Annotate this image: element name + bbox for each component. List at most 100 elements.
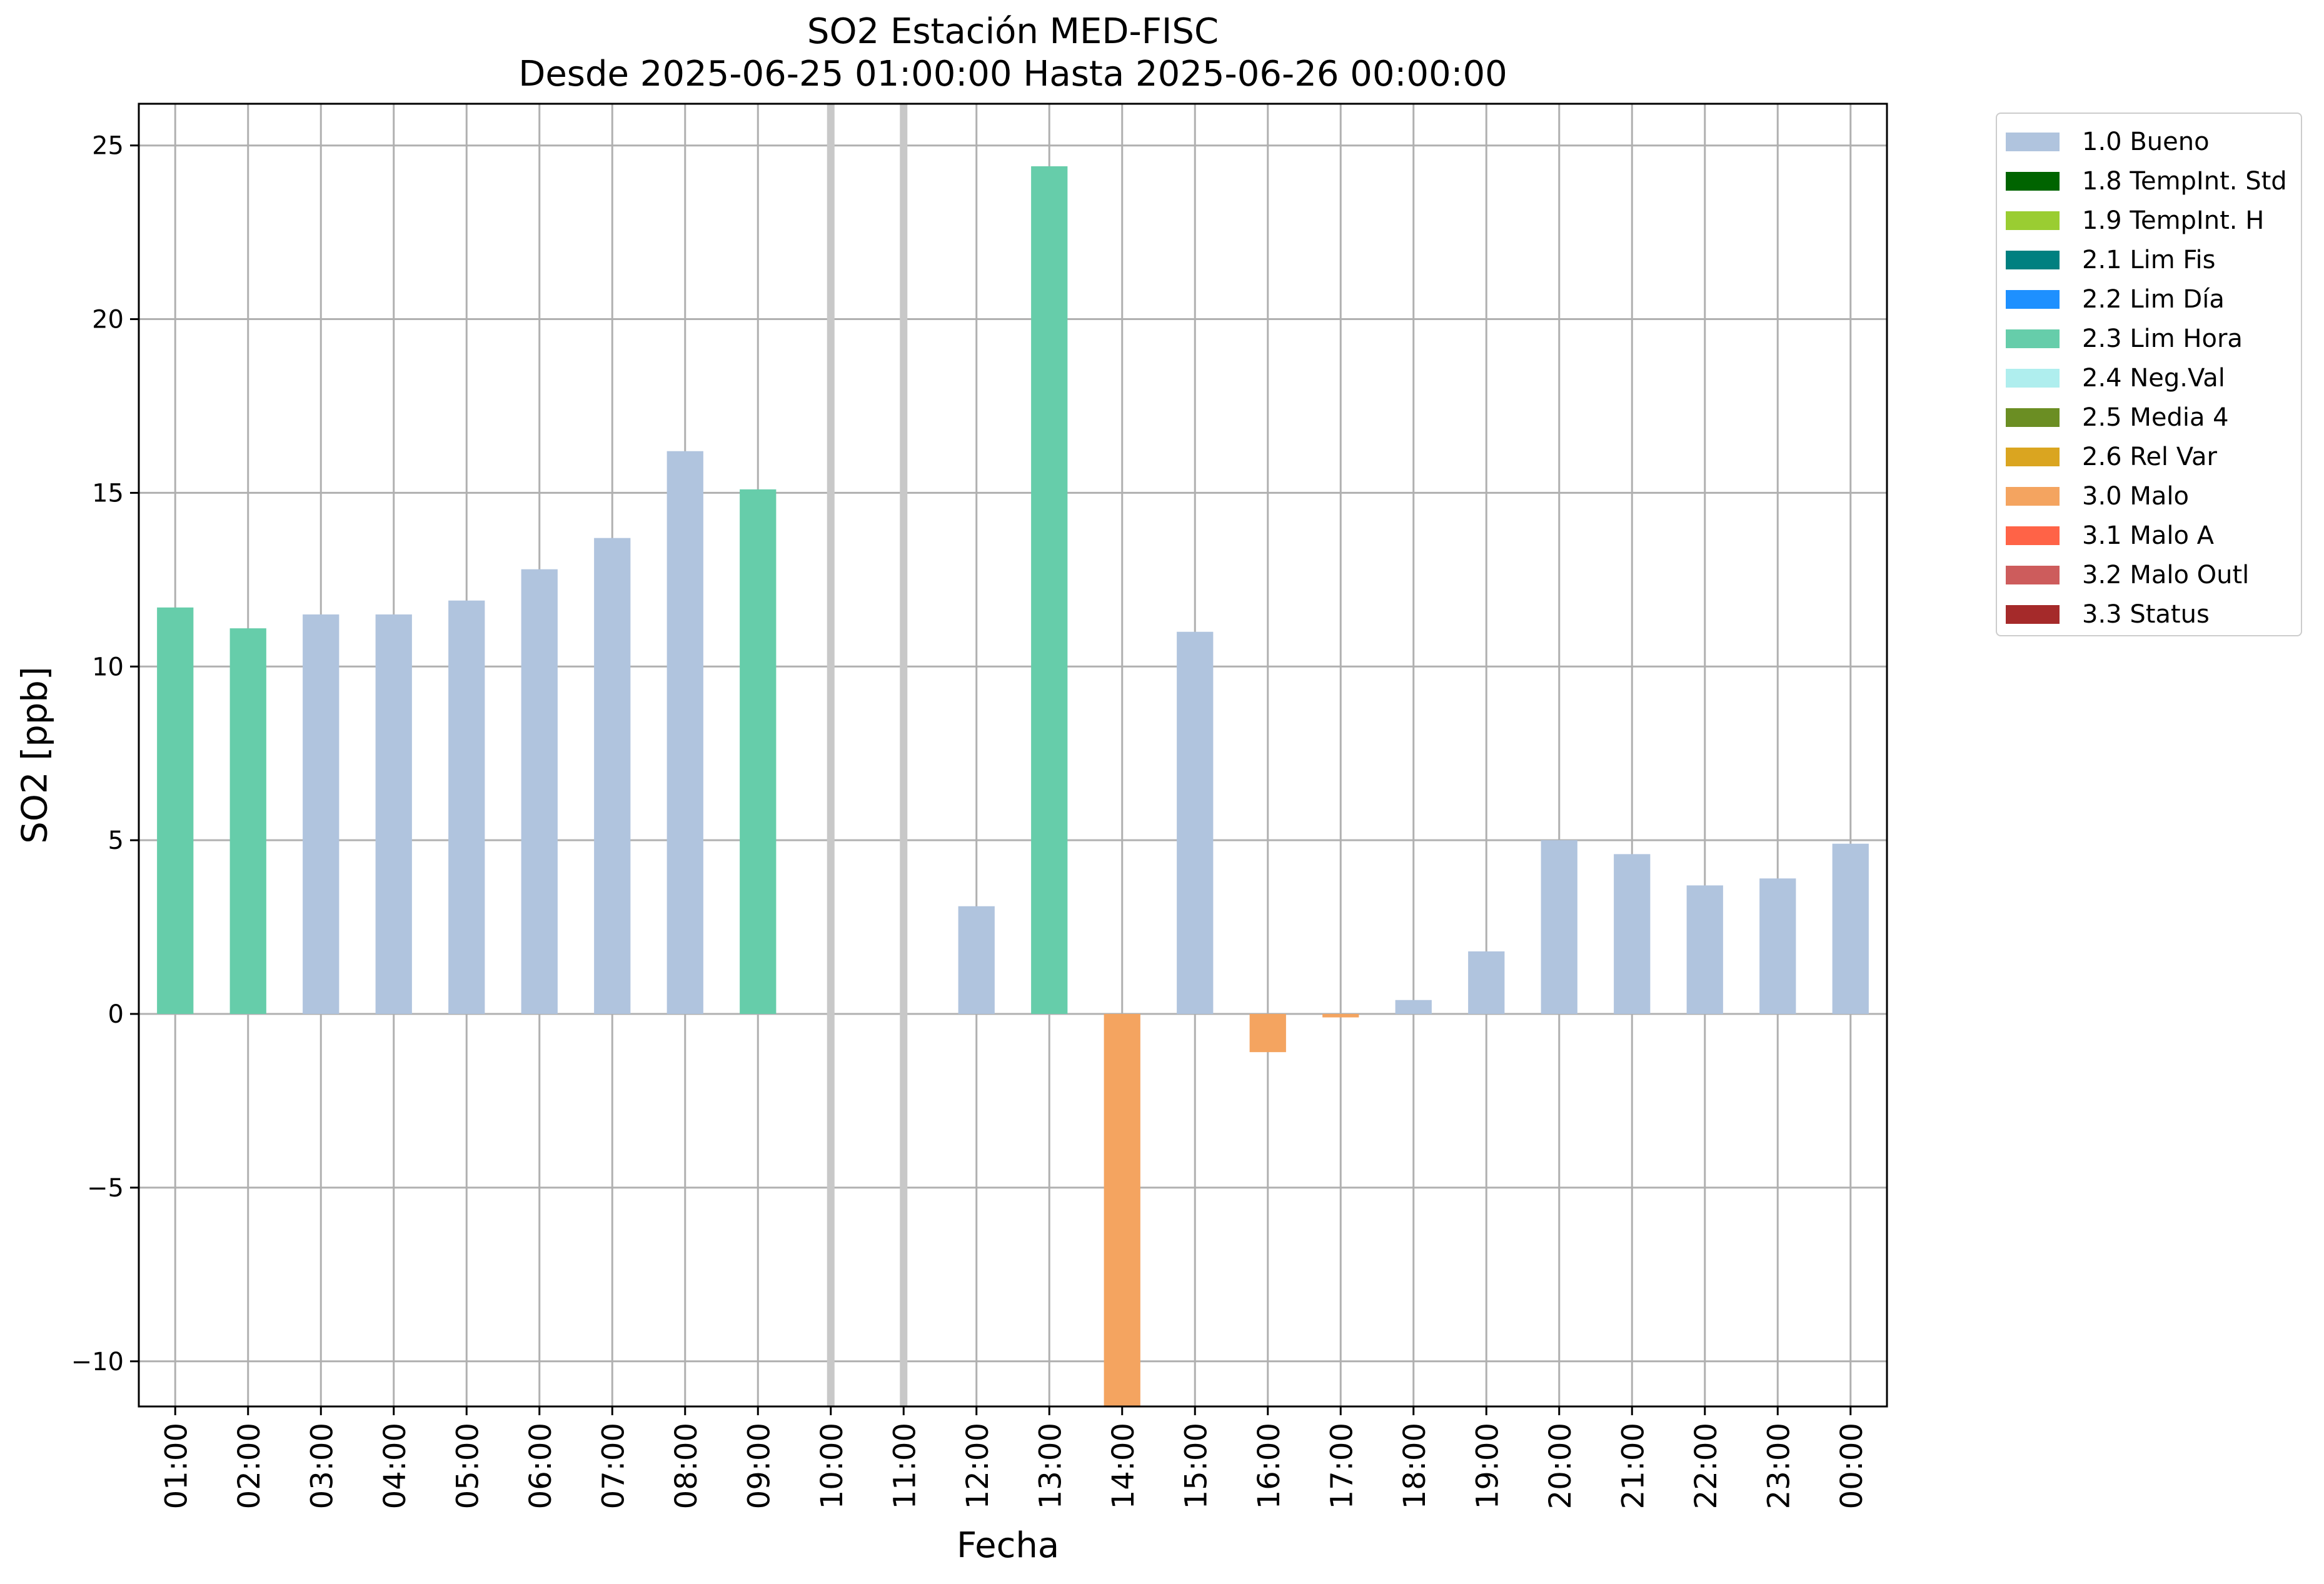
legend-label: 2.4 Neg.Val (2082, 364, 2225, 393)
bar (667, 451, 703, 1015)
legend-swatch (2006, 290, 2060, 309)
bar (157, 607, 194, 1015)
bar (448, 600, 485, 1015)
missing-data-marker (827, 104, 835, 1406)
legend-label: 2.3 Lim Hora (2082, 324, 2243, 353)
y-tick-label: 15 (92, 479, 124, 508)
x-tick-label: 02:00 (232, 1423, 267, 1509)
x-tick-label: 06:00 (523, 1423, 558, 1509)
legend-swatch (2006, 408, 2060, 427)
legend-item: 2.5 Media 4 (2006, 402, 2229, 433)
legend-item: 3.1 Malo A (2006, 520, 2214, 551)
legend-item: 2.6 Rel Var (2006, 441, 2217, 473)
legend-label: 2.5 Media 4 (2082, 403, 2229, 432)
x-tick-label: 22:00 (1689, 1423, 1724, 1509)
legend-item: 3.2 Malo Outl (2006, 559, 2249, 591)
legend-label: 1.9 TempInt. H (2082, 206, 2265, 235)
legend-swatch (2006, 172, 2060, 191)
legend-label: 2.1 Lim Fis (2082, 246, 2216, 274)
x-tick-label: 04:00 (378, 1423, 413, 1509)
bar (1686, 885, 1723, 1015)
legend-swatch (2006, 487, 2060, 506)
bar (740, 489, 777, 1015)
y-tick-label: −10 (71, 1348, 124, 1376)
legend-item: 2.3 Lim Hora (2006, 323, 2243, 354)
y-tick-label: 5 (108, 826, 124, 855)
legend-swatch (2006, 369, 2060, 388)
legend-item: 1.0 Bueno (2006, 126, 2210, 158)
x-tick-label: 20:00 (1543, 1423, 1578, 1509)
legend-swatch (2006, 605, 2060, 624)
x-tick-label: 19:00 (1470, 1423, 1505, 1509)
x-tick-label: 23:00 (1761, 1423, 1796, 1509)
bar (521, 569, 558, 1015)
x-tick-label: 05:00 (450, 1423, 485, 1509)
y-tick-label: 20 (92, 306, 124, 334)
legend-item: 1.9 TempInt. H (2006, 205, 2264, 236)
x-tick-label: 14:00 (1106, 1423, 1141, 1509)
bar (1541, 840, 1577, 1015)
bar (1468, 951, 1505, 1015)
x-tick-label: 10:00 (815, 1423, 850, 1509)
legend-item: 2.4 Neg.Val (2006, 363, 2225, 394)
bar (1031, 166, 1068, 1015)
bar (375, 614, 412, 1015)
y-axis-title: SO2 [ppb] (14, 666, 56, 844)
legend-label: 2.2 Lim Día (2082, 285, 2225, 314)
legend-label: 3.2 Malo Outl (2082, 561, 2250, 589)
legend-swatch (2006, 329, 2060, 348)
x-tick-label: 09:00 (742, 1423, 777, 1509)
bar (1104, 1014, 1140, 1406)
legend-swatch (2006, 566, 2060, 584)
chart-title: SO2 Estación MED-FISC (807, 11, 1219, 52)
legend-swatch (2006, 133, 2060, 151)
y-tick-label: 25 (92, 132, 124, 161)
x-tick-label: 16:00 (1252, 1423, 1287, 1509)
legend-item: 2.2 Lim Día (2006, 284, 2225, 315)
legend-item: 3.0 Malo (2006, 481, 2189, 512)
y-tick-label: 10 (92, 653, 124, 681)
x-tick-label: 00:00 (1834, 1423, 1869, 1509)
x-tick-label: 17:00 (1324, 1423, 1359, 1509)
bar (1322, 1014, 1359, 1018)
x-tick-label: 15:00 (1179, 1423, 1214, 1509)
legend-label: 1.8 TempInt. Std (2082, 167, 2287, 196)
y-tick-label: −5 (87, 1174, 124, 1203)
legend-label: 2.6 Rel Var (2082, 443, 2217, 471)
bar (1832, 843, 1869, 1015)
legend-label: 3.0 Malo (2082, 482, 2189, 511)
bar (1249, 1014, 1286, 1053)
chart-legend: 1.0 Bueno 1.8 TempInt. Std 1.9 TempInt. H 2… (1996, 113, 2302, 636)
missing-data-marker (900, 104, 908, 1406)
bar (303, 614, 340, 1015)
bar (1614, 854, 1651, 1015)
legend-label: 3.3 Status (2082, 600, 2210, 629)
x-tick-label: 03:00 (304, 1423, 340, 1509)
x-tick-label: 13:00 (1033, 1423, 1068, 1509)
x-tick-label: 11:00 (887, 1423, 922, 1509)
bar (1759, 878, 1796, 1015)
y-tick-label: 0 (108, 1000, 124, 1029)
x-tick-label: 08:00 (669, 1423, 704, 1509)
legend-item: 1.8 TempInt. Std (2006, 166, 2287, 197)
legend-swatch (2006, 448, 2060, 466)
legend-label: 3.1 Malo A (2082, 521, 2215, 550)
bar (594, 538, 631, 1015)
x-tick-label: 12:00 (960, 1423, 995, 1509)
plot-frame (138, 103, 1888, 1408)
bar (1177, 631, 1214, 1015)
legend-item: 2.1 Lim Fis (2006, 244, 2215, 276)
legend-item: 3.3 Status (2006, 599, 2210, 630)
legend-swatch (2006, 526, 2060, 545)
x-tick-label: 07:00 (596, 1423, 631, 1509)
x-tick-label: 18:00 (1397, 1423, 1432, 1509)
x-tick-label: 01:00 (159, 1423, 194, 1509)
legend-swatch (2006, 251, 2060, 269)
bar (1395, 1000, 1432, 1015)
bar (958, 906, 995, 1015)
bar (229, 628, 266, 1015)
x-tick-label: 21:00 (1616, 1423, 1651, 1509)
x-axis-title: Fecha (957, 1525, 1060, 1566)
chart-subtitle: Desde 2025-06-25 01:00:00 Hasta 2025-06-… (518, 54, 1507, 94)
